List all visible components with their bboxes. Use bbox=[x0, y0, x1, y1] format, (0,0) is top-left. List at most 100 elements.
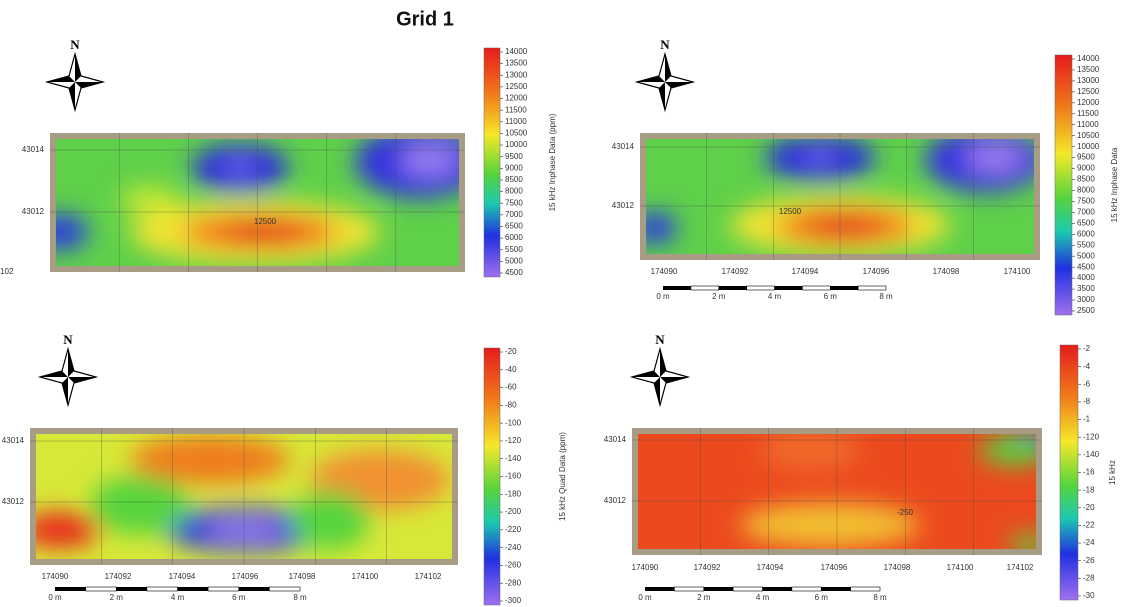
colorbar-tick-label: 10500 bbox=[505, 129, 528, 138]
compass-shade bbox=[632, 349, 688, 405]
x-tick-label: 174090 bbox=[632, 563, 659, 572]
scale-bar-segment bbox=[821, 587, 851, 591]
heatmap-blobs bbox=[740, 434, 1036, 549]
scale-label: 2 m bbox=[712, 292, 726, 301]
scale-label: 8 m bbox=[293, 593, 307, 602]
colorbar-tick-label: 7500 bbox=[1077, 197, 1095, 206]
colorbar-tick-label: 5500 bbox=[505, 245, 523, 254]
scale-bar-segment bbox=[269, 586, 301, 592]
colorbar bbox=[1054, 54, 1073, 316]
y-tick-label: 43012 bbox=[604, 496, 627, 505]
heatmap-blob bbox=[806, 151, 834, 165]
heatmap-blob bbox=[130, 436, 290, 484]
colorbar-tick-label: -260 bbox=[505, 561, 522, 570]
colorbar-tick-label: 2500 bbox=[1077, 306, 1095, 315]
colorbar-tick-label: -6 bbox=[1083, 379, 1091, 388]
colorbar-tick-label: -28 bbox=[1083, 573, 1095, 582]
heatmap-blobs bbox=[56, 139, 459, 264]
scale-bar-segment bbox=[830, 286, 859, 290]
colorbar-tick-label: -160 bbox=[505, 472, 522, 481]
colorbar-tick-label: -8 bbox=[1083, 397, 1091, 406]
colorbar-tick-label: 12000 bbox=[505, 94, 528, 103]
x-tick-label: 174096 bbox=[232, 572, 259, 581]
colorbar bbox=[483, 47, 501, 278]
north-label: N bbox=[660, 37, 670, 52]
x-tick-label: 174094 bbox=[792, 267, 819, 276]
scale-bar-segment bbox=[762, 587, 792, 591]
heatmap-blob bbox=[36, 512, 100, 548]
heatmap-blob bbox=[226, 160, 254, 176]
colorbar-tick-label: -18 bbox=[1083, 485, 1095, 494]
north-label: N bbox=[70, 37, 80, 52]
y-tick-label: 43014 bbox=[604, 435, 627, 444]
scale-bar-segment bbox=[791, 586, 822, 592]
colorbar-tick-label: -200 bbox=[505, 507, 522, 516]
heatmap-blob bbox=[205, 520, 285, 540]
heatmap-blob bbox=[811, 217, 879, 235]
colorbar-tick-label: -30 bbox=[1083, 591, 1095, 600]
colorbar-tick-label: 7000 bbox=[505, 210, 523, 219]
scale-bar-segment bbox=[238, 587, 270, 591]
colorbar-tick-label: -1 bbox=[1083, 415, 1091, 424]
colorbar-tick-label: -80 bbox=[505, 400, 517, 409]
scale-label: 8 m bbox=[879, 292, 893, 301]
scale-bar-segment bbox=[850, 586, 881, 592]
colorbar-tick-label: 6000 bbox=[505, 233, 523, 242]
colorbar-tick-label: 11000 bbox=[505, 117, 527, 126]
colorbar-tick-label: 3500 bbox=[1077, 284, 1095, 293]
y-tick-label: 43014 bbox=[22, 145, 45, 154]
x-tick-label: 174094 bbox=[169, 572, 196, 581]
colorbar-tick-label: 5500 bbox=[1077, 240, 1095, 249]
x-tick-label: 174100 bbox=[1004, 267, 1031, 276]
colorbar-tick-label: 8000 bbox=[505, 187, 523, 196]
colorbar-tick-label: 3000 bbox=[1077, 295, 1095, 304]
colorbar-tick-label: 5000 bbox=[1077, 251, 1095, 260]
heatmap-blob bbox=[90, 475, 190, 535]
colorbar-tick-label: -2 bbox=[1083, 344, 1091, 353]
scale-label: 4 m bbox=[756, 593, 770, 602]
colorbar-tick-label: 12500 bbox=[1077, 87, 1100, 96]
scale-bar-segment bbox=[85, 586, 117, 592]
north-label: N bbox=[655, 332, 665, 347]
x-tick-label: 174090 bbox=[42, 572, 69, 581]
scale-label: 6 m bbox=[815, 593, 829, 602]
scale-bar-segment bbox=[645, 587, 675, 591]
colorbar-tick-label: 10000 bbox=[1077, 142, 1100, 151]
colorbar-tick-label: -120 bbox=[505, 436, 522, 445]
colorbar-tick-label: 6500 bbox=[505, 222, 523, 231]
colorbar-tick-label: 13500 bbox=[505, 59, 528, 68]
scale-bar-segment bbox=[55, 587, 86, 591]
heatmap-blob bbox=[56, 214, 88, 250]
scale-label: 2 m bbox=[110, 593, 124, 602]
scale-bar-segment bbox=[690, 285, 720, 291]
scale-bar-segment bbox=[774, 286, 803, 290]
contour-label: 12500 bbox=[779, 207, 802, 216]
colorbar-tick-label: -100 bbox=[505, 418, 522, 427]
figure-title: Grid 1 bbox=[396, 8, 454, 30]
colorbar-tick-label: -280 bbox=[505, 578, 522, 587]
x-tick-label: 174092 bbox=[105, 572, 132, 581]
colorbar-tick-label: 10000 bbox=[505, 140, 528, 149]
scale-bar-segment bbox=[177, 587, 209, 591]
colorbar-tick-label: 13000 bbox=[1077, 76, 1100, 85]
compass-shade bbox=[637, 54, 693, 110]
colorbar-tick-label: -20 bbox=[505, 347, 517, 356]
y-tick-label: 43012 bbox=[2, 497, 25, 506]
heatmap-blob bbox=[646, 212, 677, 244]
scale-label: 0 m bbox=[638, 593, 652, 602]
colorbar-tick-label: 6500 bbox=[1077, 218, 1095, 227]
scale-bar-segment bbox=[663, 286, 691, 290]
colorbar-tick-label: -4 bbox=[1083, 362, 1091, 371]
colorbar-tick-label: -20 bbox=[1083, 503, 1095, 512]
scale-bar-segment bbox=[703, 587, 734, 591]
colorbar-tick-label: -180 bbox=[505, 489, 522, 498]
colorbar-tick-label: -40 bbox=[505, 365, 517, 374]
scale-bar-segment bbox=[746, 285, 775, 291]
colorbar-label: 15 kHz Quad Data (ppm) bbox=[558, 432, 567, 521]
x-tick-label: 174098 bbox=[933, 267, 960, 276]
heatmap-blob bbox=[760, 434, 860, 470]
scale-bar-segment bbox=[146, 586, 178, 592]
scale-label: 4 m bbox=[171, 593, 185, 602]
colorbar-tick-label: 12000 bbox=[1077, 98, 1100, 107]
